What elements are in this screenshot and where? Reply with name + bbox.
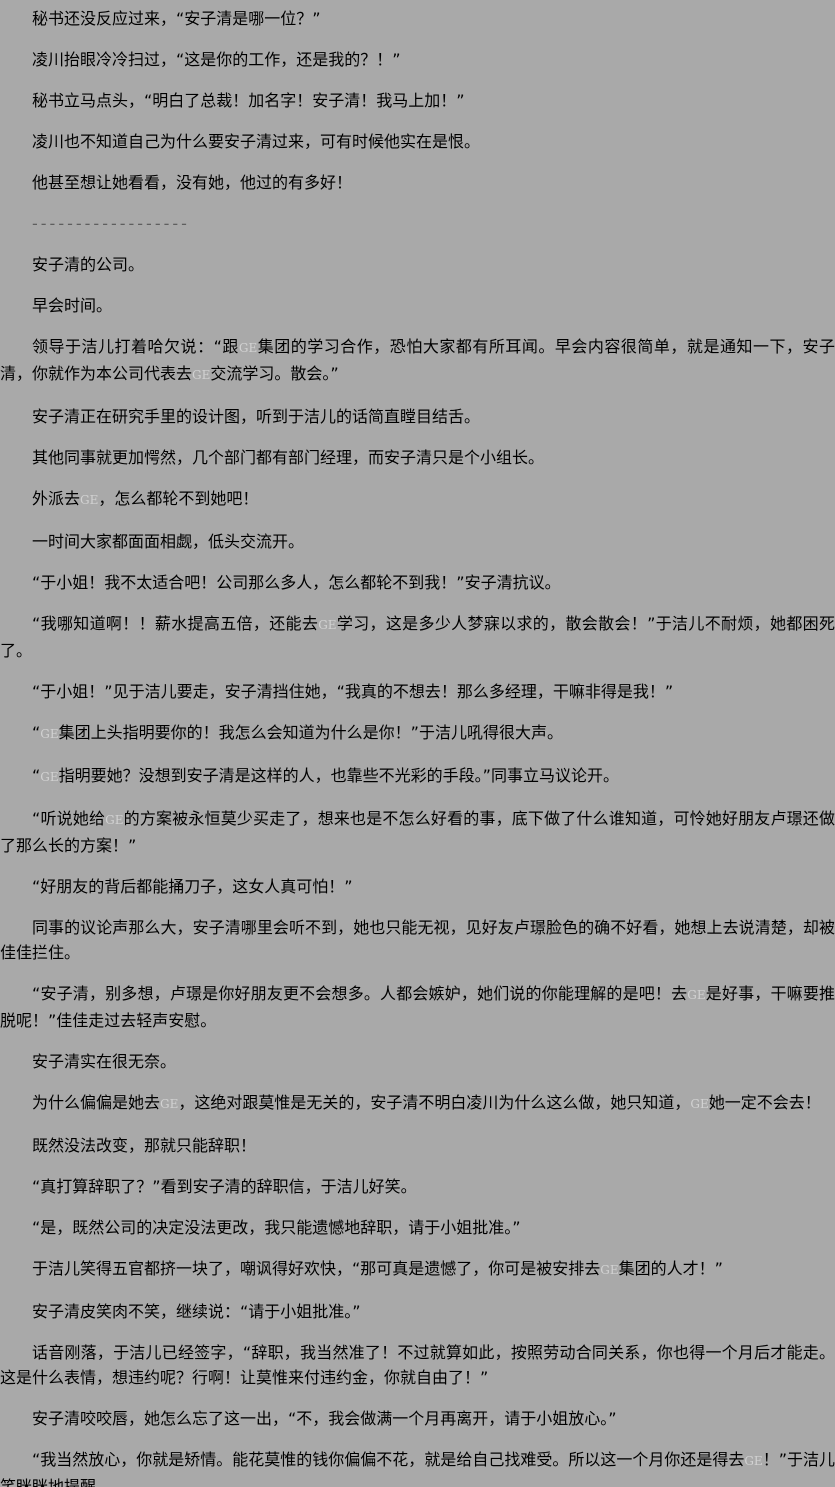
- paragraph: “真打算辞职了？”看到安子清的辞职信，于洁儿好笑。: [32, 1177, 417, 1196]
- ge-brand-text: GE: [80, 493, 99, 507]
- novel-text-content: 秘书还没反应过来，“安子清是哪一位？” 凌川抬眼冷冷扫过，“这是你的工作，还是我的…: [0, 6, 835, 1487]
- ge-brand-text: GE: [160, 1097, 179, 1111]
- paragraph: 秘书立马点头，“明白了总裁！加名字！安子清！我马上加！”: [32, 91, 465, 110]
- paragraph: “安子清，别多想，卢璟是你好朋友更不会想多。人都会嫉妒，她们说的你能理解的是吧！…: [0, 984, 835, 1030]
- paragraph: “GE集团上头指明要你的！我怎么会知道为什么是你！”于洁儿吼得很大声。: [32, 723, 563, 742]
- paragraph: 凌川也不知道自己为什么要安子清过来，可有时候他实在是恨。: [32, 132, 481, 151]
- ge-brand-text: GE: [40, 770, 59, 784]
- paragraph: 为什么偏偏是她去GE，这绝对跟莫惟是无关的，安子清不明白凌川为什么这么做，她只知…: [32, 1093, 821, 1112]
- ge-brand-text: GE: [600, 1263, 619, 1277]
- ge-brand-text: GE: [687, 988, 706, 1002]
- paragraph: 安子清咬咬唇，她怎么忘了这一出，“不，我会做满一个月再离开，请于小姐放心。”: [32, 1409, 617, 1428]
- paragraph: 安子清的公司。: [32, 255, 145, 274]
- paragraph: 于洁儿笑得五官都挤一块了，嘲讽得好欢快，“那可真是遗憾了，你可是被安排去GE集团…: [32, 1259, 723, 1278]
- paragraph: “听说她给GE的方案被永恒莫少买走了，想来也是不怎么好看的事，底下做了什么谁知道…: [0, 809, 835, 855]
- paragraph: 安子清皮笑肉不笑，继续说：“请于小姐批准。”: [32, 1302, 361, 1321]
- paragraph: 既然没法改变，那就只能辞职！: [32, 1136, 257, 1155]
- paragraph: 外派去GE，怎么都轮不到她吧！: [32, 489, 259, 508]
- ge-brand-text: GE: [192, 368, 211, 382]
- paragraph: 领导于洁儿打着哈欠说：“跟GE集团的学习合作，恐怕大家都有所耳闻。早会内容很简单…: [0, 337, 835, 383]
- paragraph: 安子清正在研究手里的设计图，听到于洁儿的话简直瞠目结舌。: [32, 407, 481, 426]
- paragraph: 安子清实在很无奈。: [32, 1052, 177, 1071]
- paragraph: 一时间大家都面面相觑，低头交流开。: [32, 532, 305, 551]
- paragraph: 其他同事就更加愕然，几个部门都有部门经理，而安子清只是个小组长。: [32, 448, 545, 467]
- ge-brand-text: GE: [238, 341, 258, 355]
- paragraph: 话音刚落，于洁儿已经签字，“辞职，我当然准了！不过就算如此，按照劳动合同关系，你…: [0, 1343, 835, 1387]
- ge-brand-text: GE: [318, 618, 337, 632]
- paragraph: “我哪知道啊！！薪水提高五倍，还能去GE学习，这是多少人梦寐以求的，散会散会！”…: [0, 614, 835, 660]
- paragraph: 同事的议论声那么大，安子清哪里会听不到，她也只能无视，见好友卢璟脸色的确不好看，…: [0, 918, 835, 962]
- paragraph: “GE指明要她？没想到安子清是这样的人，也靠些不光彩的手段。”同事立马议论开。: [32, 766, 619, 785]
- ge-brand-text: GE: [690, 1097, 709, 1111]
- ge-brand-text: GE: [744, 1454, 763, 1468]
- paragraph: 秘书还没反应过来，“安子清是哪一位？”: [32, 9, 321, 28]
- paragraph: 他甚至想让她看看，没有她，他过的有多好！: [32, 173, 353, 192]
- paragraph: “是，既然公司的决定没法更改，我只能遗憾地辞职，请于小姐批准。”: [32, 1218, 521, 1237]
- ge-brand-text: GE: [105, 813, 124, 827]
- paragraph: “于小姐！”见于洁儿要走，安子清挡住她，“我真的不想去！那么多经理，干嘛非得是我…: [32, 682, 674, 701]
- paragraph: 凌川抬眼冷冷扫过，“这是你的工作，还是我的？！”: [32, 50, 401, 69]
- paragraph: “好朋友的背后都能捅刀子，这女人真可怕！”: [32, 877, 353, 896]
- section-divider: ------------------: [32, 214, 190, 233]
- paragraph: “于小姐！我不太适合吧！公司那么多人，怎么都轮不到我！”安子清抗议。: [32, 573, 561, 592]
- paragraph: 早会时间。: [32, 296, 113, 315]
- ge-brand-text: GE: [40, 727, 59, 741]
- paragraph: “我当然放心，你就是矫情。能花莫惟的钱你偏偏不花，就是给自己找难受。所以这一个月…: [0, 1450, 835, 1487]
